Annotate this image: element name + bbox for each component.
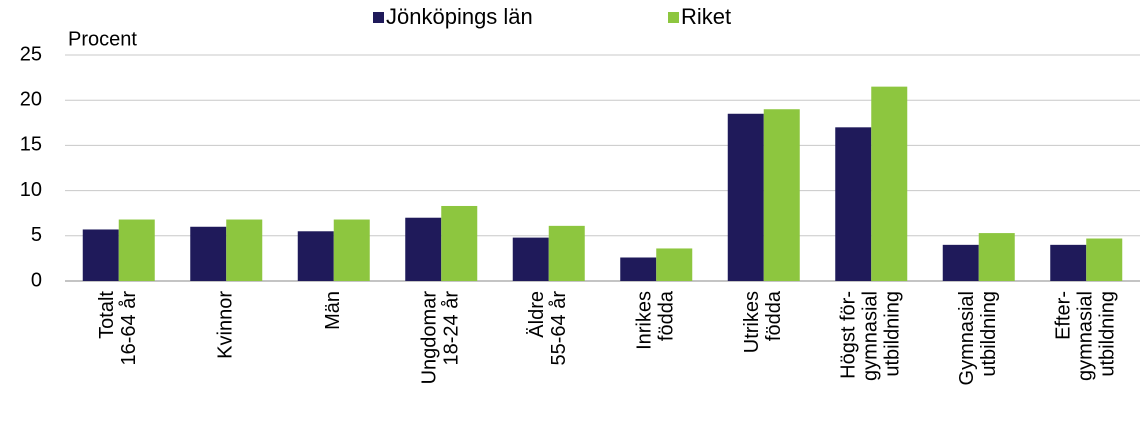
x-tick-label: Inrikesfödda [634,290,678,350]
bar [871,86,908,281]
bar [942,244,979,281]
x-tick-label: Efter-gymnasialutbildning [1053,291,1119,381]
x-tick-label: Gymnasialutbildning [956,291,1000,385]
bar [512,237,549,281]
bar [727,113,764,281]
x-tick-label: Ungdomar18-24 år [419,291,463,385]
bar [333,219,370,281]
legend-label: Jönköpings län [386,4,533,29]
x-tick-label: Kvinnor [215,291,237,359]
bar [656,248,693,281]
bar [82,229,119,281]
bar [835,127,872,281]
bar [548,225,585,281]
bar [405,217,442,281]
y-axis-label: Procent [68,28,137,50]
x-tick-label: Män [322,291,344,330]
bar [1050,244,1087,281]
x-tick-label: Utrikesfödda [741,290,785,353]
bar [763,109,800,282]
y-tick-label: 15 [20,134,42,156]
y-tick-label: 25 [20,43,42,65]
bar [118,219,155,281]
legend-swatch [668,12,679,23]
bar [441,205,478,281]
bar [190,226,227,281]
y-tick-label: 10 [20,179,42,201]
x-tick-label: Äldre55-64 år [526,291,570,366]
x-tick-label: Totalt16-64 år [96,291,140,366]
x-tick-label: Högst för-gymnasialutbildning [838,291,904,381]
bar [978,233,1015,281]
y-tick-label: 0 [31,269,42,291]
bar [226,219,263,281]
bar [297,231,334,281]
y-tick-label: 5 [31,224,42,246]
bar [620,257,657,281]
legend-swatch [373,12,384,23]
legend-label: Riket [681,4,731,29]
y-tick-label: 20 [20,88,42,110]
bar [1086,238,1123,281]
